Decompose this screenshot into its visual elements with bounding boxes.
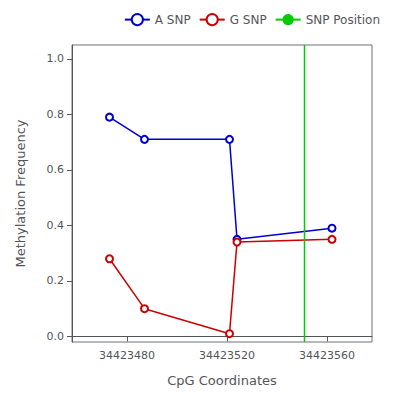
svg-text:Methylation Frequency: Methylation Frequency [13, 119, 28, 267]
svg-text:1.0: 1.0 [47, 52, 65, 65]
svg-text:A SNP: A SNP [155, 13, 191, 27]
svg-text:0.8: 0.8 [47, 108, 65, 121]
svg-text:34423480: 34423480 [99, 349, 155, 362]
svg-text:0.2: 0.2 [47, 274, 65, 287]
svg-text:SNP Position: SNP Position [306, 13, 380, 27]
svg-text:0.0: 0.0 [47, 330, 65, 343]
svg-text:CpG Coordinates: CpG Coordinates [167, 373, 277, 388]
svg-text:G SNP: G SNP [230, 13, 267, 27]
svg-text:0.6: 0.6 [47, 163, 65, 176]
svg-text:0.4: 0.4 [47, 219, 65, 232]
svg-text:34423560: 34423560 [299, 349, 355, 362]
svg-text:34423520: 34423520 [199, 349, 255, 362]
